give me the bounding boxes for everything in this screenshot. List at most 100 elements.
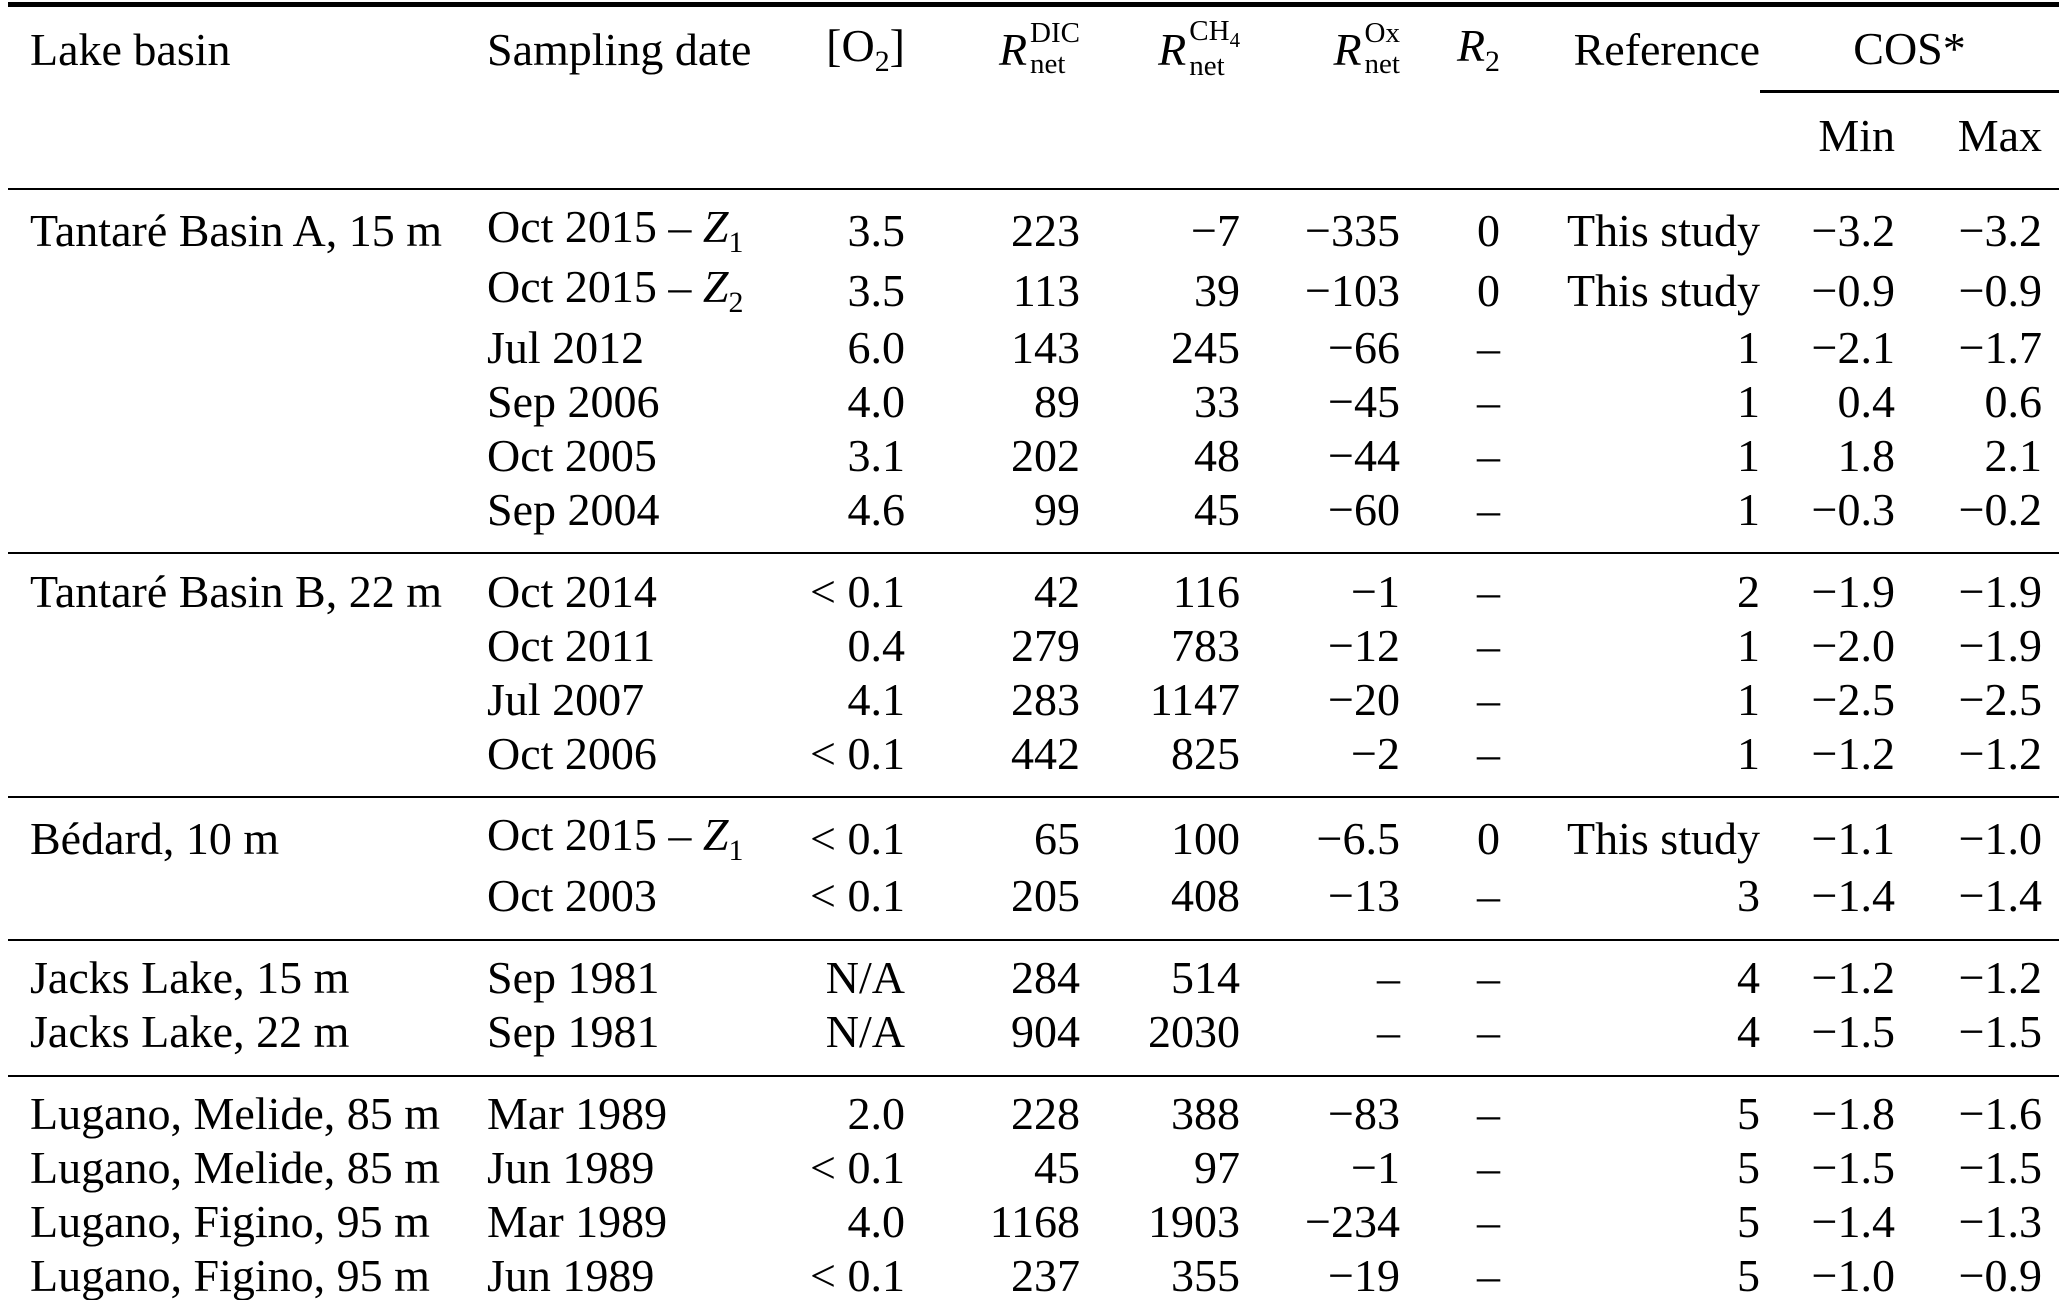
r-dic-subscript: net — [1030, 48, 1066, 81]
cell-cos-min: −1.8 — [1811, 1088, 1895, 1140]
table-row: Oct 2015 – Z2 3.5 113 39 −103 0 This study −0.9… — [8, 260, 2059, 320]
cell-sampling-date: Sep 1981 — [487, 952, 660, 1004]
cell-lake-basin: Lugano, Figino, 95 m — [30, 1196, 430, 1248]
cell-reference: 4 — [1737, 952, 1760, 1004]
table-row: Oct 2005 3.1 202 48 −44 – 1 1.8 2.1 — [8, 428, 2059, 482]
table-row: Lugano, Figino, 95 m Mar 1989 4.0 1168 1903 −… — [8, 1195, 2059, 1249]
cell-r-net-ox: −44 — [1328, 429, 1400, 481]
cell-r-net-dic: 205 — [1011, 870, 1080, 922]
cell-cos-min: 0.4 — [1837, 375, 1896, 427]
cell-r2: – — [1477, 673, 1500, 725]
cell-r-net-ox: −103 — [1305, 264, 1400, 316]
cell-o2: 6.0 — [847, 321, 906, 373]
cell-sampling-date: Oct 2015 – Z1 — [487, 201, 744, 260]
cell-reference: 2 — [1737, 565, 1760, 617]
cell-r-net-ox: −1 — [1351, 565, 1400, 617]
cell-r-net-ox: −12 — [1328, 619, 1400, 671]
cell-r2: 0 — [1477, 812, 1500, 864]
cell-r-net-ch4: 408 — [1171, 870, 1240, 922]
cell-sampling-date: Sep 2006 — [487, 375, 660, 427]
cell-o2: < 0.1 — [810, 565, 905, 617]
o2-bracket-close: ] — [889, 20, 905, 72]
r-dic-superscript: DIC — [1030, 16, 1080, 49]
cell-cos-max: −1.9 — [1958, 565, 2043, 617]
cell-reference: 1 — [1737, 483, 1760, 535]
cell-r-net-ch4: 100 — [1171, 812, 1240, 864]
cell-reference: 5 — [1737, 1196, 1760, 1248]
cell-reference: 3 — [1737, 870, 1760, 922]
cell-lake-basin: Tantaré Basin B, 22 m — [30, 565, 442, 617]
cell-cos-max: −2.5 — [1958, 673, 2043, 725]
cell-reference: 1 — [1737, 429, 1760, 481]
cell-r-net-dic: 65 — [1034, 812, 1080, 864]
col-header-cos-min: Min — [1818, 110, 1895, 161]
cell-lake-basin: Lugano, Melide, 85 m — [30, 1088, 441, 1140]
cell-reference: 1 — [1737, 727, 1760, 779]
r-symbol: R — [1333, 23, 1362, 75]
cell-r-net-dic: 283 — [1011, 673, 1080, 725]
cell-cos-max: −1.5 — [1958, 1142, 2043, 1194]
cell-sampling-date: Jun 1989 — [487, 1250, 655, 1300]
cell-sampling-date: Jun 1989 — [487, 1142, 655, 1194]
cell-o2: 3.5 — [847, 204, 906, 256]
cell-r-net-ch4: 514 — [1171, 952, 1240, 1004]
cell-o2: N/A — [825, 1006, 905, 1058]
cell-r-net-ox: – — [1377, 952, 1400, 1004]
cell-sampling-date: Sep 1981 — [487, 1006, 660, 1058]
cell-lake-basin — [8, 482, 487, 553]
cell-cos-min: −3.2 — [1811, 204, 1895, 256]
cell-o2: < 0.1 — [810, 812, 905, 864]
depth-variable: Z — [702, 261, 729, 313]
table-row: Oct 2011 0.4 279 783 −12 – 1 −2.0 −1.9 — [8, 618, 2059, 672]
cell-r-net-ox: −6.5 — [1316, 812, 1400, 864]
cell-lake-basin — [8, 320, 487, 374]
table-group: Tantaré Basin B, 22 m Oct 2014 < 0.1 42 116 −… — [8, 553, 2060, 797]
cell-reference: 1 — [1737, 619, 1760, 671]
cell-cos-min: −2.1 — [1811, 321, 1895, 373]
table-row: Lugano, Melide, 85 m Mar 1989 2.0 228 388 −83… — [8, 1076, 2059, 1141]
cell-cos-max: −0.9 — [1958, 264, 2043, 316]
cell-cos-max: −1.0 — [1958, 812, 2043, 864]
cell-lake-basin: Bédard, 10 m — [30, 812, 280, 864]
cell-cos-min: −1.9 — [1811, 565, 1895, 617]
cell-r-net-ox: −83 — [1328, 1088, 1400, 1140]
col-header-sampling-date: Sampling date — [487, 23, 752, 75]
table-row: Oct 2006 < 0.1 442 825 −2 – 1 −1.2 −1.2 — [8, 726, 2059, 797]
r-ch4-superscript: CH — [1189, 14, 1230, 47]
table-row: Jacks Lake, 15 m Sep 1981 N/A 284 514 – – 4 −1.2… — [8, 940, 2059, 1005]
cell-r2: – — [1477, 375, 1500, 427]
depth-variable: Z — [702, 809, 729, 861]
cell-o2: 3.1 — [847, 429, 906, 481]
cell-r-net-dic: 1168 — [989, 1196, 1080, 1248]
table-group: Lugano, Melide, 85 m Mar 1989 2.0 228 388 −83… — [8, 1075, 2060, 1300]
cell-r2: – — [1477, 1196, 1500, 1248]
cell-r-net-ox: −13 — [1328, 870, 1400, 922]
table-group: Jacks Lake, 15 m Sep 1981 N/A 284 514– –4 −1.2… — [8, 939, 2060, 1076]
cell-cos-max: −1.4 — [1958, 870, 2043, 922]
cell-r2: – — [1477, 565, 1500, 617]
cell-cos-min: −1.5 — [1811, 1006, 1895, 1058]
table-row: Sep 2004 4.6 99 45 −60 – 1 −0.3 −0.2 — [8, 482, 2059, 553]
col-header-r2: R2 — [1400, 5, 1500, 92]
cell-reference: 4 — [1737, 1006, 1760, 1058]
cell-cos-max: −0.2 — [1958, 483, 2043, 535]
cell-reference: 5 — [1737, 1250, 1760, 1300]
cell-cos-max: −1.7 — [1958, 321, 2043, 373]
table-row: Bédard, 10 m Oct 2015 – Z1 < 0.1 65 100 −6.5 0… — [8, 797, 2059, 868]
cell-sampling-date: Oct 2011 — [487, 619, 656, 671]
cell-reference: This study — [1567, 204, 1760, 256]
cell-lake-basin — [8, 374, 487, 428]
cell-r-net-ch4: −7 — [1191, 204, 1240, 256]
col-header-cos-spanner: COS* — [1760, 4, 2060, 93]
cell-o2: 4.0 — [847, 1196, 906, 1248]
cell-cos-max: −1.3 — [1958, 1196, 2043, 1248]
cell-o2: 4.1 — [847, 673, 906, 725]
cell-reference: 1 — [1737, 673, 1760, 725]
cell-r-net-dic: 45 — [1034, 1142, 1080, 1194]
col-header-o2: [O2] — [792, 5, 905, 92]
table-row: Tantaré Basin B, 22 m Oct 2014 < 0.1 42 116 −… — [8, 553, 2059, 618]
o2-subscript: 2 — [874, 45, 890, 79]
cell-lake-basin — [8, 260, 487, 320]
